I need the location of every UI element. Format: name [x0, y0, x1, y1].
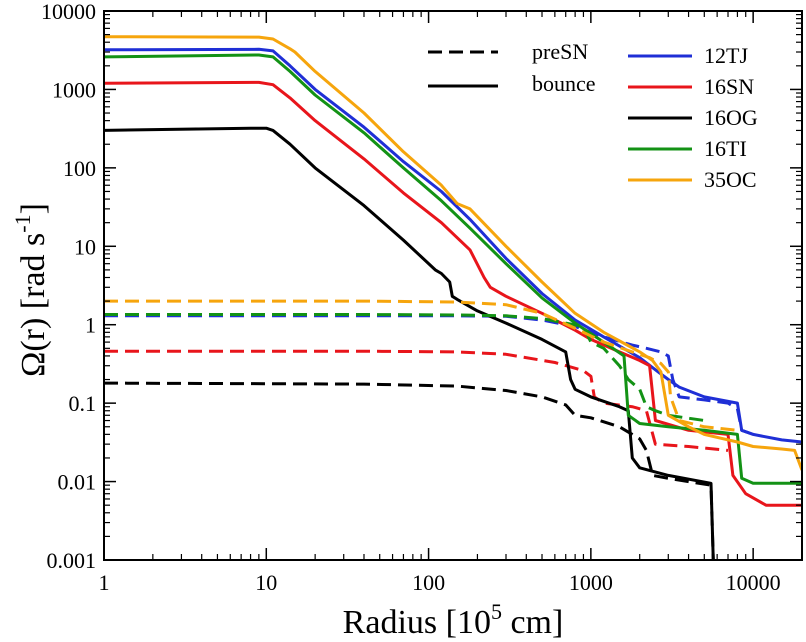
y-tick-label: 100 [63, 156, 96, 181]
series-16sn-presn-line [104, 349, 729, 452]
legend-label-bounce: bounce [532, 71, 596, 96]
series-16ti-presn-line [104, 313, 705, 422]
plot-frame [103, 10, 803, 561]
series-16og-presn-line [104, 381, 715, 560]
x-axis-title-main: Radius [10 [343, 604, 491, 641]
x-axis-title-sup: 5 [491, 599, 502, 624]
y-axis-title-sup: -1 [10, 214, 35, 232]
y-tick-label: 10000 [41, 0, 96, 24]
series-16ti-bounce-line [104, 53, 802, 485]
series-16og-bounce-line [104, 126, 715, 560]
y-axis-title: Ω(r) [rad s-1] [10, 203, 52, 377]
legend-label-16og: 16OG [704, 105, 758, 130]
x-tick-label: 10000 [726, 570, 781, 595]
y-tick-label: 0.1 [69, 391, 97, 416]
y-tick-label: 0.001 [47, 548, 97, 573]
series-12tj-bounce-line [104, 47, 802, 444]
y-tick-label: 1 [85, 313, 96, 338]
x-tick-label: 1000 [569, 570, 613, 595]
series-35oc-presn-line [104, 299, 738, 432]
legend-label-12tj: 12TJ [704, 43, 748, 68]
x-tick-label: 1 [99, 570, 110, 595]
series-12tj-presn-line [104, 314, 754, 436]
legend-label-16sn: 16SN [704, 74, 754, 99]
y-tick-label: 1000 [52, 77, 96, 102]
x-tick-label: 100 [412, 570, 445, 595]
y-tick-label: 0.01 [58, 470, 97, 495]
tick-layer: 1 10 100 1000 10000 0.001 0.01 0.1 1 10 100 1000 100… [41, 0, 802, 595]
legend-label-35oc: 35OC [704, 167, 757, 192]
series-35oc-bounce-line [104, 35, 802, 471]
x-axis-title-tail: cm] [502, 604, 563, 641]
x-axis-title: Radius [105 cm] [343, 599, 564, 641]
y-axis-title-main: Ω(r) [rad s [15, 233, 52, 377]
legend: preSN bounce 12TJ 16SN 16OG 16TI 35OC [428, 39, 758, 192]
y-axis-title-tail: ] [15, 203, 52, 214]
series-layer [104, 35, 802, 560]
legend-label-16ti: 16TI [704, 136, 747, 161]
y-tick-label: 10 [74, 234, 96, 259]
x-tick-label: 10 [255, 570, 277, 595]
legend-label-presn: preSN [532, 39, 588, 64]
